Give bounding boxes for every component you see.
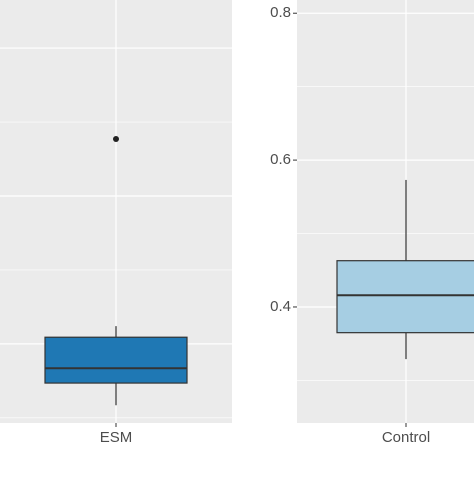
x-tick-label: ESM [100,429,133,446]
box [336,260,474,334]
y-tick-label: 0.6 [270,151,291,168]
y-tick-label: 0.4 [270,298,291,315]
box [44,336,188,384]
y-tick-label: 0.8 [270,4,291,21]
panel-background [297,0,474,423]
x-tick-label: Control [382,429,430,446]
outlier [113,136,119,143]
